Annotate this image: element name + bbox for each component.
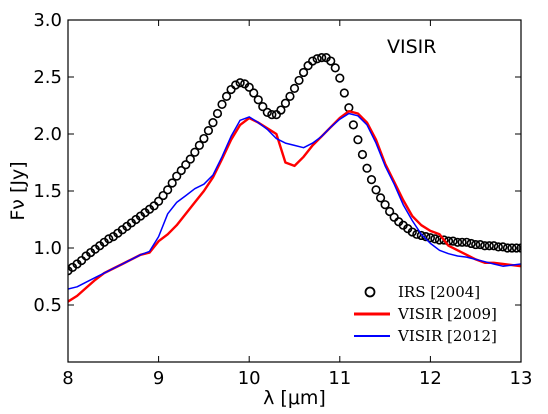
irs-data-point [308,56,318,66]
irs-data-point [312,54,322,64]
irs-data-point [249,88,259,98]
x-tick-label: 11 [328,368,351,389]
irs-data-point [339,88,349,98]
irs-data-point [289,83,300,93]
irs-data-point [217,99,227,109]
irs-data-point [326,56,336,66]
legend-label: VISIR [2012] [397,327,497,345]
irs-data-point [203,125,214,136]
y-axis-label: Fν [Jy] [7,161,29,220]
x-tick-label: 13 [510,368,533,389]
irs-data-point [471,239,481,250]
irs-data-point [172,171,182,181]
irs-data-point [439,235,449,245]
y-tick-label: 1.0 [33,238,62,259]
irs-data-point [235,78,245,88]
irs-data-point [190,147,200,157]
irs-data-point [194,140,204,150]
irs-data-point [163,185,173,195]
irs-data-point [448,236,458,246]
irs-data-point [181,160,191,170]
irs-data-point [221,91,232,101]
legend-label: VISIR [2009] [397,305,497,323]
y-tick-label: 0.5 [33,295,62,316]
irs-data-point [208,117,218,128]
irs-data-point [493,242,503,252]
irs-data-point [421,232,431,242]
irs-data-point [462,237,472,247]
ticks-layer: 8 9 10 11 12 13 0.5 1.0 1.5 2.0 2.5 3.0 [33,10,532,389]
irs-data-point [430,234,440,244]
irs-data-point [357,149,368,160]
irs-data-point [104,234,114,244]
irs-data-point [176,165,186,176]
irs-data-point [480,241,490,251]
y-tick-label: 2.5 [33,67,62,88]
irs-data-point [475,239,485,250]
irs-data-point [385,206,395,217]
irs-data-point [226,84,236,95]
irs-data-point [498,242,508,252]
irs-data-point [303,60,313,71]
irs-data-point [330,63,340,73]
irs-data-point [280,98,291,108]
irs-data-point [489,241,499,251]
legend-label: IRS [2004] [398,283,480,301]
irs-data-point [466,238,476,249]
irs-data-point [262,107,272,117]
irs-data-point [231,80,241,90]
irs-data-point [502,243,513,253]
irs-data-point [258,102,268,112]
y-tick-label: 3.0 [33,10,62,31]
irs-data-point [167,178,177,188]
irs-data-point [389,212,399,222]
irs-data-point [371,185,381,195]
irs-data-point [375,193,386,203]
series-visir-2012-line [68,112,521,290]
irs-data-point [335,73,345,83]
irs-data-point [212,108,223,119]
irs-data-point [353,135,363,145]
irs-data-point [348,120,358,130]
series-visir-2009-line [68,110,521,303]
legend-marker-irs [364,286,376,298]
y-tick-label: 1.5 [33,181,62,202]
x-tick-label: 9 [153,368,164,389]
irs-data-point [154,196,164,206]
irs-data-point [425,233,436,243]
series-layer [68,53,521,303]
irs-data-point [199,133,209,144]
irs-data-point [484,241,494,251]
irs-data-point [253,95,263,105]
x-axis-label: λ [μm] [263,387,326,409]
irs-data-point [362,163,372,173]
legend: IRS [2004] VISIR [2009] VISIR [2012] [354,283,497,345]
irs-data-point [267,110,277,120]
irs-data-point [244,82,254,92]
x-tick-label: 10 [238,368,261,389]
irs-data-point [185,154,195,164]
chart-annotation: VISIR [387,36,436,58]
irs-data-point [285,91,295,101]
irs-data-point [416,230,426,241]
x-tick-label: 8 [62,368,73,389]
irs-data-point [457,237,467,247]
irs-data-point [276,105,286,115]
irs-data-point [317,53,327,63]
irs-data-point [298,67,309,78]
irs-data-point [380,200,390,210]
x-tick-label: 12 [419,368,442,389]
irs-data-point [407,227,417,237]
irs-data-point [294,75,304,86]
irs-data-point [366,175,377,185]
irs-data-point [452,237,463,247]
irs-data-point [158,190,168,201]
y-tick-label: 2.0 [33,124,62,145]
